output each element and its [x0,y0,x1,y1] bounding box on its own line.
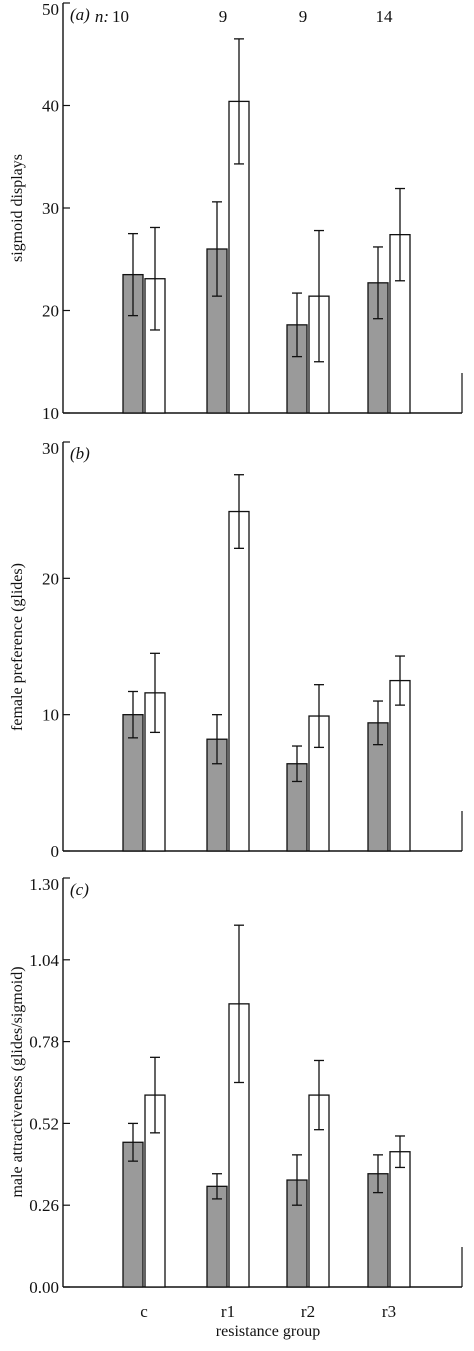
n-prefix-label: n: [95,7,109,26]
bar-r3-series-2 [389,679,411,852]
y-tick-label: 20 [42,569,59,588]
y-tick-label: 0.00 [29,1278,59,1297]
y-axis-title: sigmoid displays [9,154,26,262]
panel-label: (c) [70,880,89,899]
bar-r3-series-2 [389,1151,411,1288]
bar-c-series-1 [122,1141,144,1288]
chart-panel-2: 0 10 20 30 female preference (glides) (b) [9,439,463,861]
y-tick-label: 1.30 [29,875,59,894]
y-tick-label: 10 [42,404,59,423]
x-tick-label: r2 [301,1302,315,1321]
x-tick-label: r1 [221,1302,235,1321]
y-tick-label: 50 [42,0,59,19]
x-axis-title: resistance group [216,1323,320,1340]
panel-label: (b) [70,444,90,463]
bar-r1-series-2 [228,510,250,852]
n-value-label: 9 [219,7,228,26]
panel-label: (a) [70,5,90,24]
y-tick-label: 10 [42,706,59,725]
y-tick-label: 1.04 [29,951,59,970]
n-value-label: 9 [299,7,308,26]
x-tick-label: r3 [382,1302,396,1321]
bar-r1-series-1 [206,1185,228,1288]
y-axis-title: female preference (glides) [9,563,26,731]
y-axis-title: male attractiveness (glides/sigmoid) [9,966,26,1197]
y-tick-label: 30 [42,199,59,218]
n-value-label: 10 [112,7,129,26]
y-tick-label: 0 [51,842,60,861]
y-tick-label: 0.78 [29,1033,59,1052]
y-tick-label: 30 [42,439,59,458]
y-tick-label: 40 [42,97,59,116]
y-tick-label: 20 [42,302,59,321]
chart-panel-3: 0.00 0.26 0.52 0.78 1.04 1.30 male attractiven… [9,875,463,1340]
y-tick-label: 0.26 [29,1196,59,1215]
y-tick-label: 0.52 [29,1114,59,1133]
x-tick-label: c [140,1302,148,1321]
n-value-label: 14 [376,7,394,26]
